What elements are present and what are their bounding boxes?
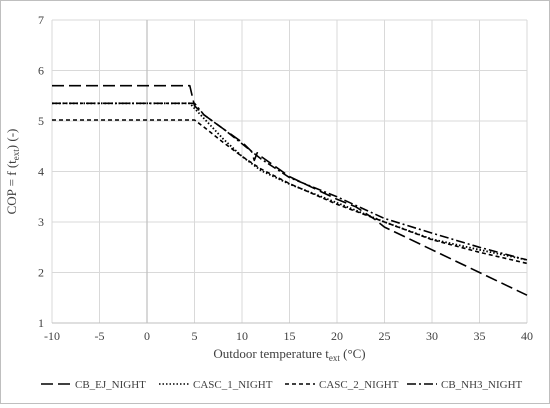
x-tick-label: 5 [192,329,198,343]
x-tick-label: -5 [95,329,105,343]
legend-label: CB_EJ_NIGHT [75,379,146,391]
tick-labels: -10 -5 0 5 10 15 20 25 30 35 40 1 2 3 4 5 6 7 [38,13,533,343]
y-tick-label: 6 [38,64,44,78]
y-tick-label: 5 [38,114,44,128]
y-tick-label: 1 [38,316,44,330]
x-axis-title: Outdoor temperature text (°C) [213,346,365,363]
series-line-cb-ej-night [52,84,528,296]
x-tick-label: -10 [44,329,60,343]
series-line-casc-1-night [52,102,528,261]
x-tick-label: 0 [144,329,150,343]
y-axis-title: COP = f (text) (-) [4,129,21,215]
legend-label: CB_NH3_NIGHT [441,379,523,391]
x-tick-label: 30 [426,329,438,343]
legend-label: CASC_1_NIGHT [193,379,273,391]
x-tick-label: 35 [474,329,486,343]
y-tick-label: 3 [38,215,44,229]
x-tick-label: 25 [379,329,391,343]
series-layer [52,84,528,296]
x-tick-label: 10 [236,329,248,343]
x-tick-label: 15 [284,329,296,343]
y-tick-label: 4 [38,165,44,179]
x-tick-label: 40 [521,329,533,343]
grid-layer [51,19,528,324]
axes-layer [52,20,527,324]
series-line-casc-2-night [52,119,528,265]
y-tick-label: 7 [38,13,44,27]
series-line-cb-nh3-night [52,102,528,261]
x-tick-label: 20 [331,329,343,343]
legend: CB_EJ_NIGHT CASC_1_NIGHT CASC_2_NIGHT CB_NH… [41,379,523,391]
legend-label: CASC_2_NIGHT [319,379,399,391]
y-tick-label: 2 [38,266,44,280]
